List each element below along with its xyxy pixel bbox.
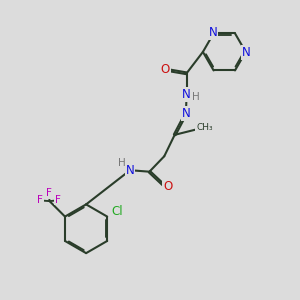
Text: CH₃: CH₃ <box>196 123 213 132</box>
Text: N: N <box>182 88 191 100</box>
Text: H: H <box>118 158 126 168</box>
Text: Cl: Cl <box>111 205 122 218</box>
Text: N: N <box>208 26 217 39</box>
Text: F: F <box>46 188 52 198</box>
Text: N: N <box>126 164 134 177</box>
Text: H: H <box>192 92 200 101</box>
Text: F: F <box>55 195 61 205</box>
Text: O: O <box>163 180 172 194</box>
Text: F: F <box>37 195 43 205</box>
Text: O: O <box>160 63 170 76</box>
Text: N: N <box>182 107 190 120</box>
Text: N: N <box>242 46 251 59</box>
